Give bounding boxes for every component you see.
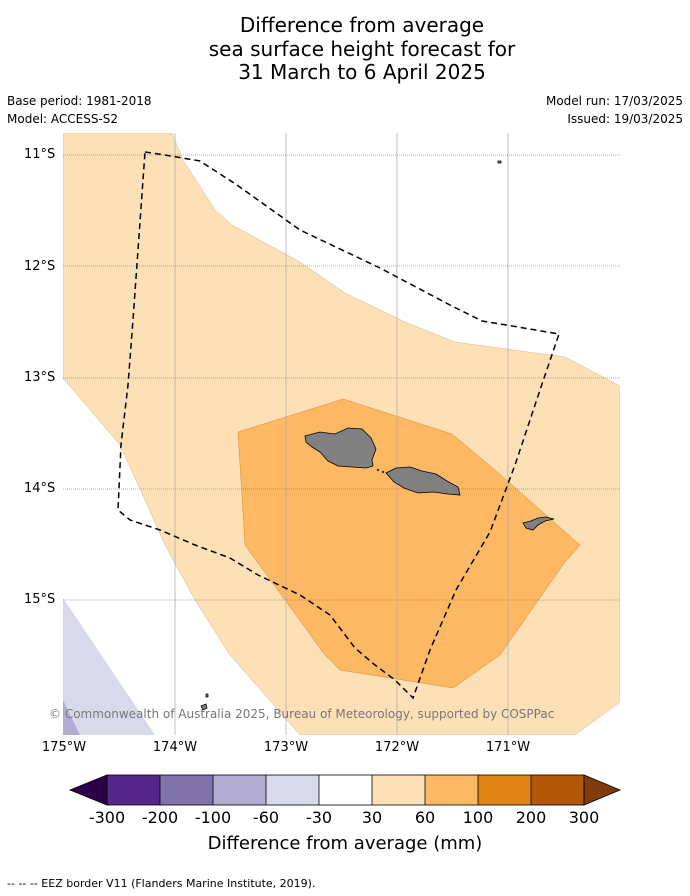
title-line-3: 31 March to 6 April 2025 xyxy=(238,60,486,84)
colorbar-frame xyxy=(106,774,585,806)
lat-label-11s: 11°S xyxy=(24,147,56,162)
islet-north xyxy=(497,160,502,164)
colorbar-tick: -60 xyxy=(252,808,280,827)
eez-border xyxy=(117,151,560,700)
colorbar-bin-minus60-minus30 xyxy=(266,775,319,805)
colorbar-bin-200-300 xyxy=(531,775,584,805)
band-minus30-minus60-mm xyxy=(63,598,155,735)
colorbar-bin-60-100 xyxy=(425,775,478,805)
colorbar-tick: 30 xyxy=(361,808,383,827)
band-minus60-minus100-mm xyxy=(63,700,80,735)
model-run-label: Model run: 17/03/2025 xyxy=(545,94,683,108)
colorbar-bin-100-200 xyxy=(478,775,531,805)
eez-legend-footnote: -- -- -- EEZ border V11 (Flanders Marine… xyxy=(7,877,316,890)
title-line-2: sea surface height forecast for xyxy=(208,36,516,61)
lon-label-171w: 171°W xyxy=(485,740,531,755)
lon-label-173w: 173°W xyxy=(263,740,309,755)
title-line-1: Difference from average xyxy=(239,13,485,37)
colorbar-tick: -200 xyxy=(141,808,179,827)
colorbar xyxy=(68,774,622,806)
tutuila-island xyxy=(522,516,555,531)
colorbar-bin-minus30-30 xyxy=(319,775,372,805)
islet-southwest xyxy=(200,703,208,711)
lat-label-12s: 12°S xyxy=(24,259,56,274)
issued-label: Issued: 19/03/2025 xyxy=(567,112,683,126)
savaii-island xyxy=(304,427,377,469)
colorbar-tick: -300 xyxy=(88,808,126,827)
upolu-island xyxy=(385,466,461,496)
colorbar-label: Difference from average (mm) xyxy=(207,833,483,854)
latitude-gridlines xyxy=(63,154,620,601)
islet-apolima xyxy=(376,468,380,472)
colorbar-bin-minus100-minus60 xyxy=(213,775,266,805)
base-period-label: Base period: 1981-2018 xyxy=(7,94,152,108)
colorbar-tick: 200 xyxy=(515,808,547,827)
colorbar-tick: 100 xyxy=(462,808,494,827)
islet-manono xyxy=(381,470,385,474)
lat-label-15s: 15°S xyxy=(24,592,56,607)
colorbar-bin-minus200-minus100 xyxy=(160,775,213,805)
model-label: Model: ACCESS-S2 xyxy=(7,112,119,126)
colorbar-tick: 300 xyxy=(568,808,600,827)
lon-label-175w: 175°W xyxy=(41,740,87,755)
longitude-gridlines xyxy=(174,133,509,735)
colorbar-extend-low xyxy=(68,774,108,806)
lat-label-14s: 14°S xyxy=(24,481,56,496)
colorbar-extend-high xyxy=(583,774,622,806)
lon-label-174w: 174°W xyxy=(152,740,198,755)
colorbar-bin-30-60 xyxy=(372,775,425,805)
colorbar-tick: -100 xyxy=(194,808,232,827)
lon-label-172w: 172°W xyxy=(374,740,420,755)
colorbar-tick: 60 xyxy=(414,808,436,827)
colorbar-tick: -30 xyxy=(305,808,333,827)
colorbar-bin-minus300-minus200 xyxy=(107,775,160,805)
lat-label-13s: 13°S xyxy=(24,370,56,385)
chart-title: Difference from average sea surface heig… xyxy=(0,13,690,85)
copyright-notice: © Commonwealth of Australia 2025, Bureau… xyxy=(49,707,555,721)
islet-southwest-2 xyxy=(205,693,209,698)
band-60-100-mm xyxy=(237,398,581,689)
map-area xyxy=(63,133,620,735)
